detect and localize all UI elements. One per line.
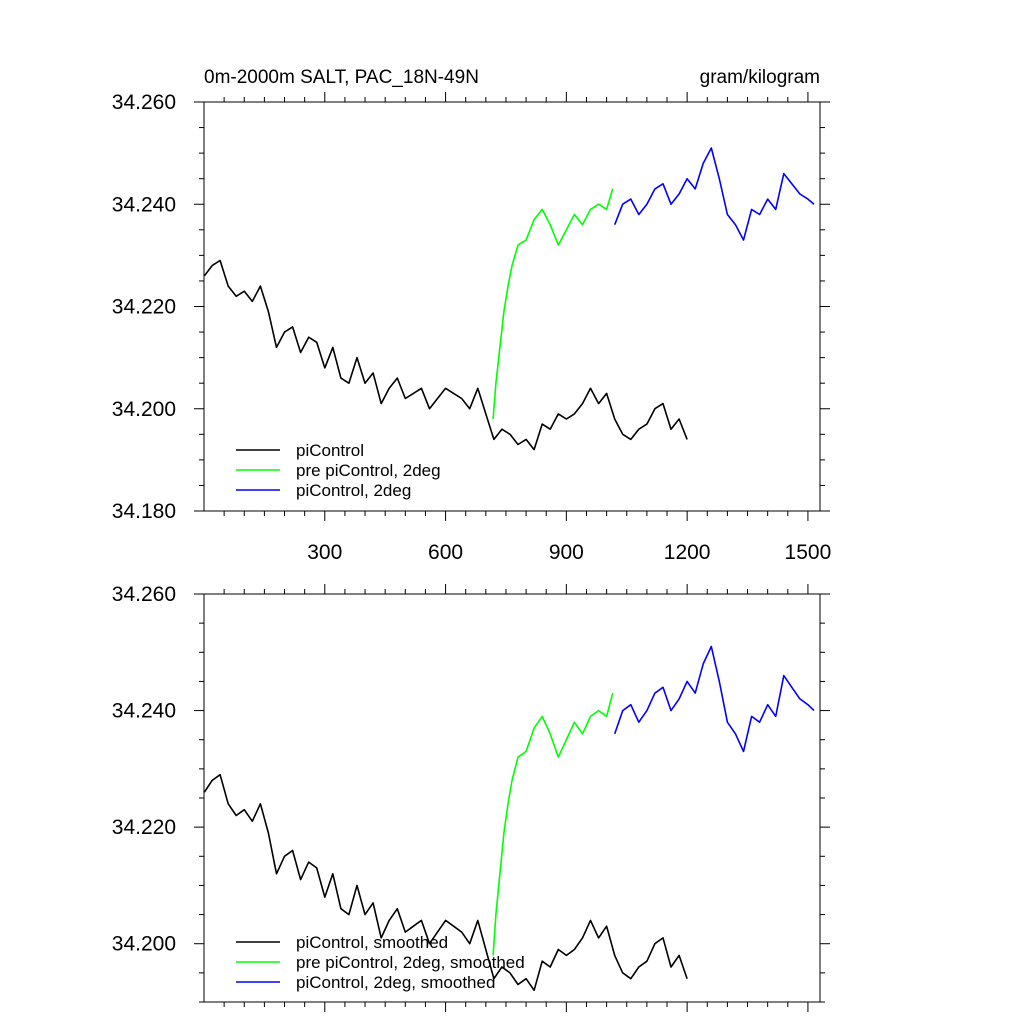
series-line-1 [492,188,614,420]
series-line-0 [203,773,688,992]
x-tick-label: 600 [428,541,463,564]
y-tick-label: 34.200 [112,933,176,956]
y-tick-label: 34.220 [112,816,176,839]
series-line-2 [613,645,815,753]
legend-label: pre piControl, 2deg, smoothed [296,953,525,972]
y-tick-label: 34.260 [112,91,176,114]
chart-title: 0m-2000m SALT, PAC_18N-49N [204,67,479,88]
legend-label: piControl, smoothed [296,933,448,952]
y-tick-label: 34.240 [112,700,176,723]
y-tick-label: 34.220 [112,296,176,319]
legend-label: piControl [296,441,364,460]
legend-label: piControl, 2deg [296,481,411,500]
x-tick-label: 900 [549,541,584,564]
y-tick-label: 34.240 [112,193,176,216]
bottom-panel: 34.200 34.220 34.240 34.260 piControl, smoot… [112,583,830,1012]
top-panel: 34.180 34.200 34.220 34.240 34.260 300 600 900 1… [112,91,832,564]
legend-label: piControl, 2deg, smoothed [296,973,495,992]
x-tick-label: 300 [307,541,342,564]
series-line-2 [613,147,815,241]
x-tick-label: 1200 [664,541,711,564]
y-tick-label: 34.200 [112,398,176,421]
x-tick-label: 1500 [785,541,832,564]
series-line-0 [203,259,688,451]
y-tick-label: 34.260 [112,583,176,606]
units-label: gram/kilogram [700,67,820,88]
y-tick-label: 34.180 [112,500,176,523]
legend-label: pre piControl, 2deg [296,461,441,480]
series-line-1 [492,692,614,956]
